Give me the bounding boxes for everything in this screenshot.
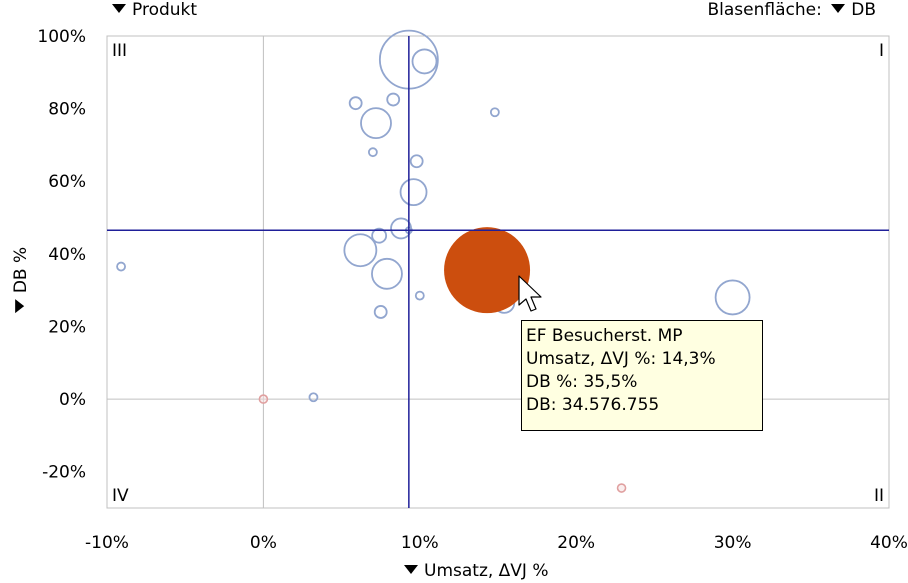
bubble[interactable]: [348, 96, 363, 111]
bubble[interactable]: [399, 178, 428, 207]
bubble[interactable]: [343, 233, 378, 268]
bubble-tooltip: EF Besucherst. MP Umsatz, ΔVJ %: 14,3% D…: [521, 320, 763, 431]
x-tick-label: 20%: [557, 533, 595, 553]
bubble[interactable]: [489, 107, 500, 118]
tooltip-title: EF Besucherst. MP: [526, 326, 683, 346]
mouse-cursor-icon: [518, 275, 542, 312]
bubble[interactable]: [371, 257, 403, 290]
y-tick-label: 60%: [48, 172, 86, 192]
bubble[interactable]: [386, 92, 401, 107]
bubble[interactable]: [714, 279, 751, 316]
chevron-down-icon[interactable]: [112, 3, 126, 13]
y-tick-label: 20%: [48, 317, 86, 337]
x-tick-label: 40%: [870, 533, 908, 553]
dimension-selector[interactable]: Produkt: [112, 0, 197, 20]
y-tick-label: 40%: [48, 245, 86, 265]
bubble[interactable]: [390, 217, 412, 240]
bubble[interactable]: [360, 107, 392, 140]
axis-ticks: -10% 0% 10% 20% 30% 40% -20% 0% 20% 40% 60% 80% 100%: [37, 27, 908, 553]
bubble[interactable]: [116, 261, 126, 272]
chevron-down-icon[interactable]: [831, 3, 846, 13]
tooltip-y-value: DB %: 35,5%: [526, 372, 638, 392]
bubble[interactable]: [414, 290, 425, 301]
x-axis-selector[interactable]: Umsatz, ΔVJ %: [404, 561, 549, 581]
quadrant-label-ii: II: [874, 486, 884, 506]
bubble[interactable]: [367, 147, 378, 158]
bubble-size-prefix: Blasenfläche:: [707, 0, 822, 20]
plot-area: [106, 35, 890, 509]
bubble[interactable]: [411, 48, 438, 75]
bubble[interactable]: [409, 154, 424, 169]
quadrant-label-iv: IV: [112, 486, 129, 506]
y-tick-label: 0%: [59, 390, 86, 410]
x-tick-label: 30%: [714, 533, 752, 553]
bubble-negative[interactable]: [258, 394, 269, 404]
x-tick-label: -10%: [85, 533, 129, 553]
y-tick-label: 100%: [37, 27, 86, 47]
chevron-down-icon[interactable]: [404, 564, 418, 574]
bubble-size-selector[interactable]: Blasenfläche: DB: [708, 0, 877, 20]
bubble-negative[interactable]: [616, 483, 627, 493]
bubble-size-measure: DB: [851, 0, 876, 20]
tooltip-x-value: Umsatz, ΔVJ %: 14,3%: [526, 349, 716, 369]
y-tick-label: -20%: [42, 463, 86, 483]
x-tick-label: 0%: [250, 533, 277, 553]
x-axis-label: Umsatz, ΔVJ %: [424, 561, 549, 581]
quadrant-label-iii: III: [112, 41, 127, 61]
tooltip-size-value: DB: 34.576.755: [526, 395, 660, 415]
dimension-label: Produkt: [132, 0, 198, 20]
y-tick-label: 80%: [48, 100, 86, 120]
quadrant-label-i: I: [879, 41, 884, 61]
highlighted-bubble[interactable]: [444, 227, 531, 314]
bubble[interactable]: [373, 305, 388, 319]
x-tick-label: 10%: [401, 533, 439, 553]
bubble[interactable]: [308, 392, 319, 403]
quadrant-labels: III IIV II: [112, 41, 884, 506]
bubble[interactable]: [371, 227, 388, 244]
reference-lines: [107, 36, 889, 508]
